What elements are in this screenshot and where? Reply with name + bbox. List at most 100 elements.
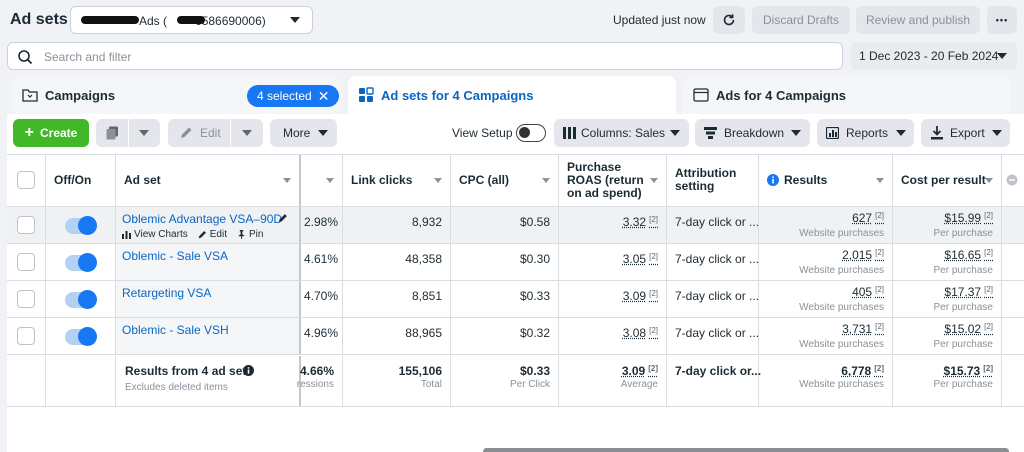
row-select-cell — [7, 244, 46, 280]
header-cost-per-result[interactable]: Cost per result — [893, 155, 1002, 206]
selected-count-badge[interactable]: 4 selected ✕ — [247, 85, 339, 107]
header-roas[interactable]: Purchase ROAS (return on ad spend) — [559, 155, 667, 206]
results-value[interactable]: 3,731 [2] — [842, 322, 884, 336]
toggle-knob — [519, 127, 530, 138]
results-value[interactable]: 405 [2] — [852, 285, 884, 299]
roas-value: 3.32 [2] — [623, 215, 658, 229]
adset-toggle[interactable] — [65, 329, 95, 345]
sort-caret-icon — [326, 178, 334, 183]
header-add-column[interactable] — [1002, 155, 1024, 206]
more-dots-icon: ••• — [996, 15, 1008, 25]
chevron-down-icon[interactable] — [242, 130, 252, 136]
view-setup-toggle[interactable] — [516, 124, 546, 142]
duplicate-button[interactable] — [96, 119, 160, 147]
view-charts-action[interactable]: View Charts — [122, 229, 188, 240]
row-ctr-cell: 4.70% — [301, 281, 343, 317]
totals-row: Results from 4 ad sets Excludes deleted … — [7, 356, 1024, 407]
select-all-checkbox[interactable] — [17, 171, 35, 189]
row-checkbox[interactable] — [17, 253, 35, 271]
breakdown-label: Breakdown — [724, 126, 784, 140]
discard-drafts-button[interactable]: Discard Drafts — [752, 6, 850, 34]
columns-button[interactable]: Columns: Sales — [554, 119, 689, 147]
pencil-icon[interactable] — [278, 213, 288, 223]
edit-button[interactable]: Edit — [168, 119, 263, 147]
roas-value: 3.09 [2] — [623, 289, 658, 303]
pin-action[interactable]: Pin — [237, 229, 263, 240]
updated-status: Updated just now — [613, 13, 706, 27]
header-attribution[interactable]: Attribution setting — [667, 155, 759, 206]
adset-toggle[interactable] — [65, 255, 95, 271]
more-button[interactable]: More — [270, 119, 337, 147]
chevron-down-icon[interactable] — [139, 130, 149, 136]
header-link-clicks[interactable]: Link clicks — [343, 155, 451, 206]
totals-ctr-sub: ressions — [297, 379, 334, 390]
more-options-button[interactable]: ••• — [987, 6, 1017, 34]
table-row[interactable]: Oblemic - Sale VSH 4.96% 88,965 $0.32 3.… — [7, 318, 1024, 355]
adset-name-link[interactable]: Oblemic - Sale VSA — [122, 249, 228, 263]
create-button[interactable]: + Create — [13, 119, 89, 147]
tab-campaigns[interactable]: Campaigns 4 selected ✕ — [12, 76, 340, 114]
horizontal-scrollbar[interactable] — [483, 448, 1009, 452]
adset-toggle[interactable] — [65, 292, 95, 308]
cpr-value[interactable]: $15.99 [2] — [944, 211, 993, 225]
search-input[interactable]: Search and filter — [7, 42, 843, 70]
attribution-value: 7-day click or ... — [675, 215, 759, 229]
table-row[interactable]: Oblemic Advantage VSA–90D View Charts Ed… — [7, 207, 1024, 244]
header-offon[interactable]: Off/On — [46, 155, 116, 206]
row-toggle-cell — [46, 281, 116, 317]
export-button[interactable]: Export — [921, 119, 1010, 147]
cpr-value[interactable]: $16.65 [2] — [944, 248, 993, 262]
columns-icon — [563, 127, 576, 139]
row-name-cell: Oblemic Advantage VSA–90D View Charts Ed… — [116, 207, 301, 243]
header-results-label: Results — [784, 174, 827, 187]
breakdown-button[interactable]: Breakdown — [695, 119, 810, 147]
totals-offon-cell — [46, 356, 116, 406]
adset-name-link[interactable]: Retargeting VSA — [122, 286, 211, 300]
cpr-value[interactable]: $17.37 [2] — [944, 285, 993, 299]
totals-roas-cell: 3.09 [2] Average — [559, 356, 667, 406]
edit-action[interactable]: Edit — [198, 229, 227, 240]
reports-button[interactable]: Reports — [817, 119, 914, 147]
adset-name-link[interactable]: Oblemic - Sale VSH — [122, 323, 229, 337]
table-row[interactable]: Retargeting VSA 4.70% 8,851 $0.33 3.09 [2… — [7, 281, 1024, 318]
row-roas-cell: 3.09 [2] — [559, 281, 667, 317]
bar-chart-icon — [122, 230, 131, 239]
add-column-icon — [1006, 174, 1018, 186]
row-ctr-cell: 4.61% — [301, 244, 343, 280]
close-icon[interactable]: ✕ — [318, 89, 330, 103]
toggle-knob — [78, 327, 97, 346]
row-cpc-cell: $0.32 — [451, 318, 559, 354]
totals-label-cell: Results from 4 ad sets Excludes deleted … — [116, 356, 301, 406]
totals-roas-sub: Average — [621, 379, 658, 390]
link-clicks-value: 8,932 — [412, 215, 442, 229]
create-label: Create — [40, 126, 77, 140]
header-ctr[interactable] — [301, 155, 343, 206]
results-value[interactable]: 2,015 [2] — [842, 248, 884, 262]
folder-icon — [22, 88, 38, 102]
tab-adsets[interactable]: Ad sets for 4 Campaigns — [348, 76, 676, 114]
adset-toggle[interactable] — [65, 218, 95, 234]
date-range-picker[interactable]: 1 Dec 2023 - 20 Feb 2024 — [850, 42, 1017, 70]
results-value[interactable]: 627 [2] — [852, 211, 884, 225]
row-name-cell: Retargeting VSA — [116, 281, 301, 317]
account-selector[interactable]: Ads (6586690006) — [70, 6, 313, 34]
more-label: More — [283, 126, 310, 140]
row-checkbox[interactable] — [17, 327, 35, 345]
refresh-button[interactable] — [713, 6, 745, 34]
cpr-value[interactable]: $15.02 [2] — [944, 322, 993, 336]
totals-cpc: $0.33 — [520, 364, 550, 378]
table-row[interactable]: Oblemic - Sale VSA 4.61% 48,358 $0.30 3.… — [7, 244, 1024, 281]
header-cpc[interactable]: CPC (all) — [451, 155, 559, 206]
row-checkbox[interactable] — [17, 216, 35, 234]
review-publish-button[interactable]: Review and publish — [856, 6, 980, 34]
header-adset[interactable]: Ad set — [116, 155, 301, 206]
row-cpr-cell: $17.37 [2] Per purchase — [893, 281, 1002, 317]
adset-name-link[interactable]: Oblemic Advantage VSA–90D — [122, 212, 282, 226]
edit-label: Edit — [200, 126, 221, 140]
row-checkbox[interactable] — [17, 290, 35, 308]
reports-label: Reports — [846, 126, 888, 140]
roas-value: 3.08 [2] — [623, 326, 658, 340]
header-results[interactable]: Results — [759, 155, 893, 206]
tab-ads[interactable]: Ads for 4 Campaigns — [683, 76, 1011, 114]
row-attribution-cell: 7-day click or ... — [667, 281, 759, 317]
